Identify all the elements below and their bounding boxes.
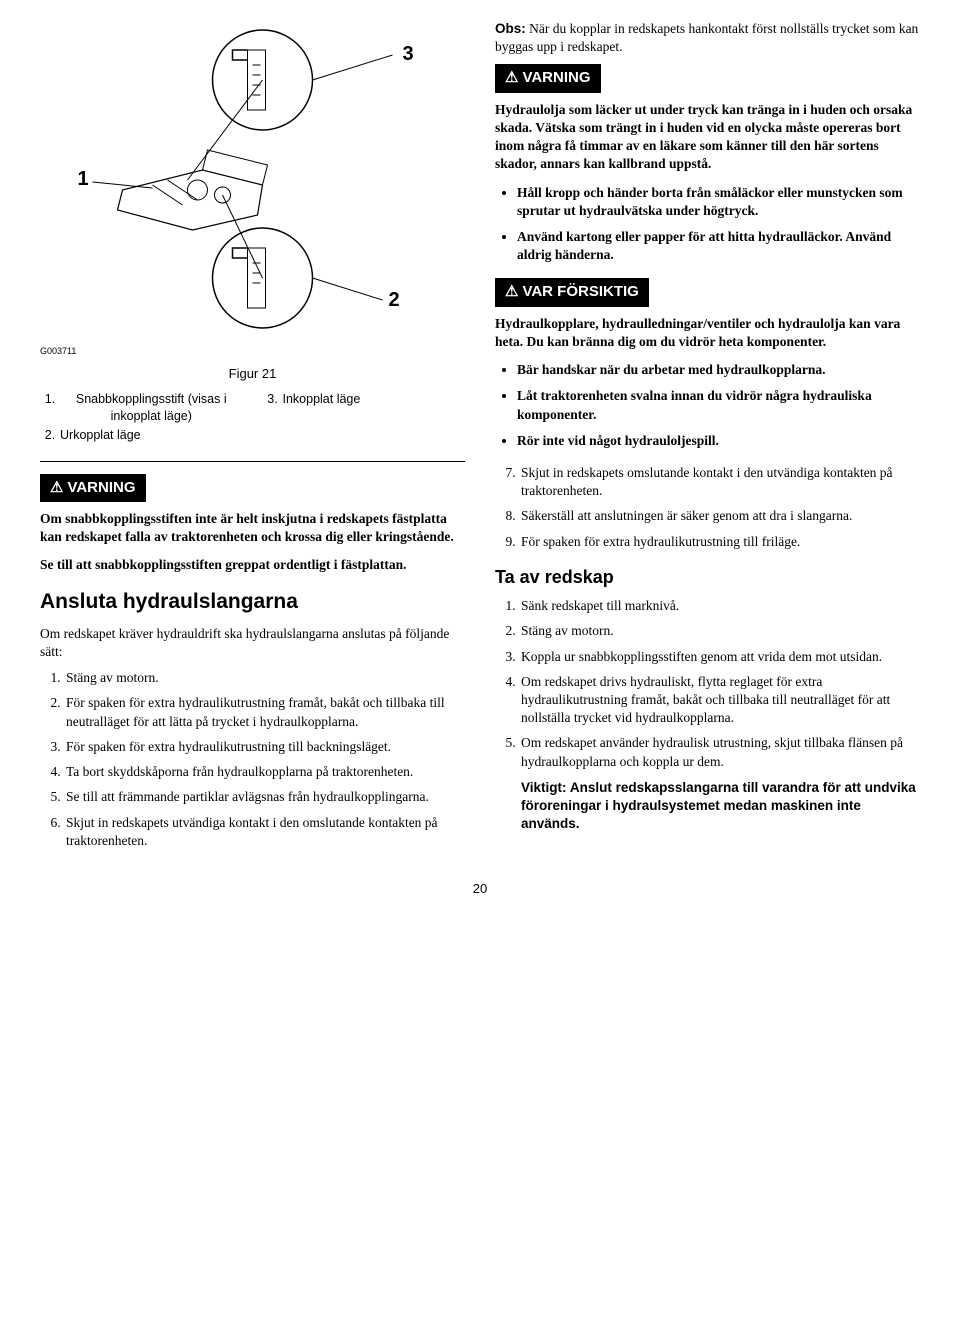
step-item: Sänk redskapet till marknivå. <box>519 597 920 615</box>
step-item: Ta bort skyddskåporna från hydraulkoppla… <box>64 763 465 781</box>
obs-note: Obs: När du kopplar in redskapets hankon… <box>495 20 920 56</box>
warning-body: Om snabbkopplingsstiften inte är helt in… <box>40 510 465 575</box>
steps-list-continued: Skjut in redskapets omslutande kontakt i… <box>519 464 920 551</box>
section-heading: Ansluta hydraulslangarna <box>40 588 465 616</box>
step-item: Koppla ur snabbkopplingsstiften genom at… <box>519 648 920 666</box>
legend-item: 2.Urkopplat läge <box>40 427 243 444</box>
step-item: Skjut in redskapets omslutande kontakt i… <box>519 464 920 500</box>
step-item: För spaken för extra hydraulikutrustning… <box>519 533 920 551</box>
section-heading: Ta av redskap <box>495 565 920 589</box>
warning-bullet: Håll kropp och händer borta från småläck… <box>517 184 920 220</box>
warning-bullet: Använd kartong eller papper för att hitt… <box>517 228 920 264</box>
important-note: Viktigt: Anslut redskapsslangarna till v… <box>521 779 920 834</box>
step-item: Om redskapet använder hydraulisk utrustn… <box>519 734 920 833</box>
warning-label: ⚠VARNING <box>40 474 146 502</box>
intro-text: Om redskapet kräver hydrauldrift ska hyd… <box>40 625 465 661</box>
legend-item: 3.Inkopplat läge <box>263 391 466 408</box>
warning-text: Se till att snabbkopplingsstiften greppa… <box>40 556 465 574</box>
divider <box>40 461 465 462</box>
steps-list: Stäng av motorn. För spaken för extra hy… <box>64 669 465 850</box>
steps-list: Sänk redskapet till marknivå. Stäng av m… <box>519 597 920 833</box>
callout-1: 1 <box>78 168 89 190</box>
warning-label: ⚠VARNING <box>495 64 601 92</box>
figure-legend: 1.Snabbkopplingsstift (visas i inkopplat… <box>40 391 465 446</box>
callout-2: 2 <box>389 289 400 311</box>
figure-21: 3 2 1 <box>40 20 465 446</box>
step-item: Skjut in redskapets utvändiga kontakt i … <box>64 814 465 850</box>
step-item: För spaken för extra hydraulikutrustning… <box>64 738 465 756</box>
step-text: Om redskapet använder hydraulisk utrustn… <box>521 735 903 768</box>
warning-icon: ⚠ <box>50 479 63 496</box>
step-item: Stäng av motorn. <box>64 669 465 687</box>
warning-icon: ⚠ <box>505 69 518 86</box>
caution-bullet: Låt traktorenheten svalna innan du vidrö… <box>517 387 920 423</box>
step-item: Om redskapet drivs hydrauliskt, flytta r… <box>519 673 920 728</box>
legend-item: 1.Snabbkopplingsstift (visas i inkopplat… <box>40 391 243 425</box>
figure-code: G003711 <box>40 345 465 357</box>
step-item: Se till att främmande partiklar avlägsna… <box>64 788 465 806</box>
callout-3: 3 <box>403 43 414 65</box>
figure-caption: Figur 21 <box>40 365 465 383</box>
caution-label: ⚠VAR FÖRSIKTIG <box>495 278 649 306</box>
step-item: Säkerställ att anslutningen är säker gen… <box>519 507 920 525</box>
page-number: 20 <box>40 880 920 898</box>
warning-text: Hydraulolja som läcker ut under tryck ka… <box>495 101 920 174</box>
step-item: Stäng av motorn. <box>519 622 920 640</box>
caution-bullet: Rör inte vid något hydrauloljespill. <box>517 432 920 450</box>
warning-body: Hydraulolja som läcker ut under tryck ka… <box>495 101 920 265</box>
warning-icon: ⚠ <box>505 283 518 300</box>
caution-bullet: Bär handskar när du arbetar med hydraulk… <box>517 361 920 379</box>
caution-body: Hydraulkopplare, hydraulledningar/ventil… <box>495 315 920 450</box>
warning-text: Om snabbkopplingsstiften inte är helt in… <box>40 510 465 546</box>
diagram-svg: 3 2 1 <box>40 20 465 340</box>
caution-text: Hydraulkopplare, hydraulledningar/ventil… <box>495 315 920 351</box>
step-item: För spaken för extra hydraulikutrustning… <box>64 694 465 730</box>
